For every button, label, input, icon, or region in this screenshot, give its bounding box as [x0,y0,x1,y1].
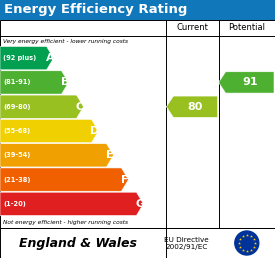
Text: Not energy efficient - higher running costs: Not energy efficient - higher running co… [3,220,128,225]
Text: (81-91): (81-91) [3,79,31,85]
Text: Very energy efficient - lower running costs: Very energy efficient - lower running co… [3,39,128,44]
Text: F: F [121,175,129,184]
Text: Energy Efficiency Rating: Energy Efficiency Rating [4,4,187,17]
Text: (92 plus): (92 plus) [3,55,36,61]
Text: Potential: Potential [228,23,265,33]
Text: (39-54): (39-54) [3,152,30,158]
Text: E: E [106,150,114,160]
Polygon shape [0,144,114,167]
Polygon shape [0,71,68,94]
Polygon shape [0,192,144,215]
Text: Current: Current [177,23,208,33]
Polygon shape [0,119,98,143]
Bar [0,20,275,228]
Text: 80: 80 [188,102,203,112]
Text: D: D [90,126,100,136]
Text: C: C [76,102,84,112]
Text: (1-20): (1-20) [3,201,26,207]
Text: A: A [46,53,54,63]
Text: EU Directive
2002/91/EC: EU Directive 2002/91/EC [164,237,209,249]
Polygon shape [219,72,274,93]
Text: G: G [135,199,144,209]
Text: 91: 91 [242,77,258,87]
Bar [0,228,275,258]
Text: B: B [61,77,69,87]
Text: England & Wales: England & Wales [19,237,137,249]
Polygon shape [166,96,218,117]
Polygon shape [0,168,128,191]
Polygon shape [0,95,84,118]
Bar [0,0,275,20]
Text: (69-80): (69-80) [3,104,31,110]
Polygon shape [0,46,54,70]
Circle shape [235,231,259,255]
Text: (21-38): (21-38) [3,176,31,183]
Text: (55-68): (55-68) [3,128,30,134]
